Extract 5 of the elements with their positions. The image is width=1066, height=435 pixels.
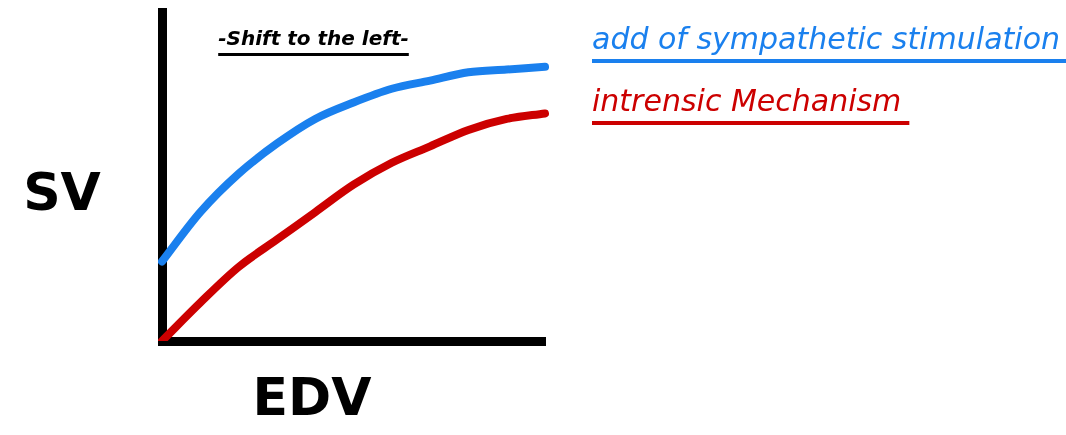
chart-title: -Shift to the left-	[218, 26, 409, 51]
series-label: add of sympathetic stimulation	[592, 20, 1061, 56]
y-axis-title: SV	[23, 162, 101, 223]
series-label: intrensic Mechanism	[592, 82, 902, 118]
x-axis-title: EDV	[252, 366, 372, 427]
